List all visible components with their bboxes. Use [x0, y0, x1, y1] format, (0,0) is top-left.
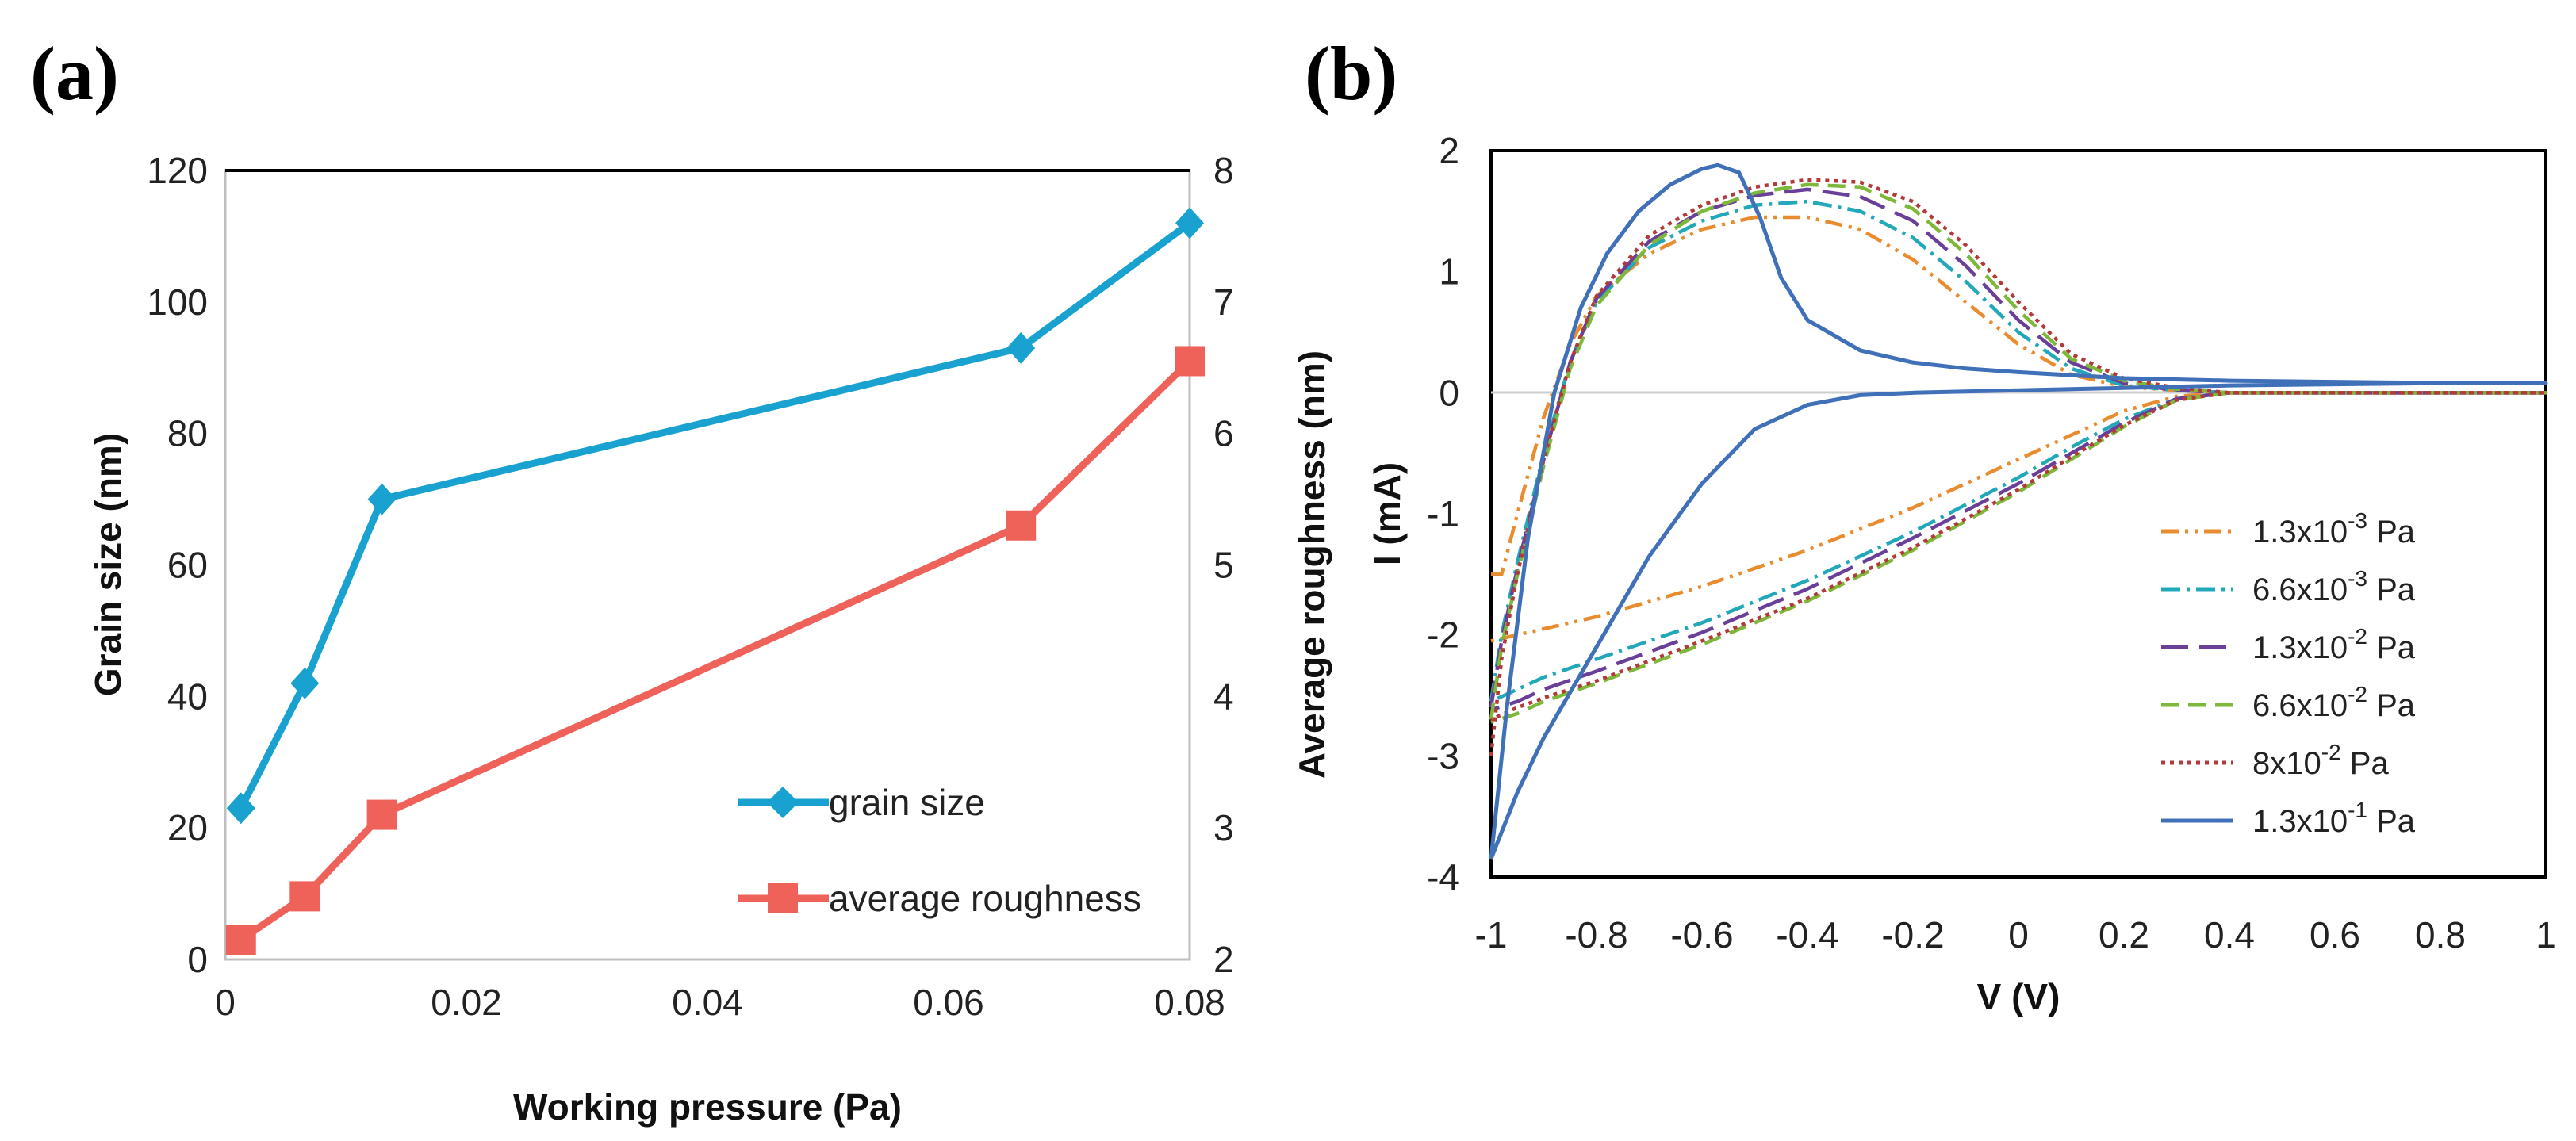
legend-label: 1.3x10-2 Pa — [2252, 624, 2416, 665]
panel-b-y-tick-label: 2 — [1439, 130, 1459, 171]
panel-a-x-axis-title: Working pressure (Pa) — [513, 1086, 902, 1128]
legend-label: 1.3x10-3 Pa — [2252, 508, 2416, 549]
panel-a-y-right-tick-label: 6 — [1213, 413, 1234, 454]
series-grain-size-line — [237, 220, 1192, 810]
panel-a-x-tick-label: 0.06 — [913, 982, 984, 1023]
panel-a-y-tick-label: 20 — [167, 807, 208, 848]
panel-b-x-tick-label: -0.8 — [1565, 914, 1627, 955]
legend-label: 6.6x10-2 Pa — [2252, 682, 2416, 723]
panel-b-y-axis-title: I (mA) — [1367, 462, 1408, 565]
point-average-roughness — [366, 799, 397, 830]
point-grain-size — [226, 792, 255, 825]
panel-b-y-tick-label: 1 — [1439, 251, 1459, 293]
panel-b: (b) -1 -0.8 -0.6 -0.4 -0.2 0 0.2 0.4 0.6 0.8 1 -4-… — [1305, 31, 2556, 1017]
panel-b-label: (b) — [1305, 31, 1397, 116]
panel-a-y-right-tick-label: 3 — [1213, 807, 1234, 848]
panel-b-x-tick-label: 0 — [2008, 914, 2029, 955]
panel-b-series — [1489, 163, 2548, 860]
legend-average-roughness-marker-icon — [768, 883, 798, 913]
panel-a-y-axis-title: Grain size (nm) — [87, 433, 128, 696]
panel-b-x-tick-label: 0.4 — [2204, 914, 2255, 955]
panel-a-y-ticks: 0 20 40 60 80 100 120 — [147, 150, 208, 980]
point-grain-size — [1175, 207, 1204, 239]
legend-average-roughness-label: average roughness — [829, 878, 1141, 919]
point-grain-size — [1006, 331, 1036, 364]
panel-a-y-right-axis-title: Average roughness (nm) — [1291, 350, 1332, 779]
panel-b-y-tick-label: -3 — [1427, 735, 1459, 776]
series-average-roughness-line — [239, 358, 1193, 943]
panel-b-x-axis-title: V (V) — [1977, 976, 2060, 1017]
panel-a-y-right-tick-label: 5 — [1213, 545, 1234, 586]
panel-b-y-tick-label: 0 — [1439, 372, 1459, 413]
panel-b-y-tick-label: -1 — [1427, 493, 1459, 534]
point-average-roughness — [1006, 510, 1037, 541]
panel-a: (a) 0 0.02 0.04 0.06 0.08 0 20 40 60 80 100 120 2 3… — [30, 31, 1332, 1128]
panel-b-plot-frame — [1489, 149, 2547, 879]
panel-b-y-tick-label: -4 — [1427, 856, 1459, 898]
panel-b-x-tick-label: -0.2 — [1881, 914, 1944, 955]
panel-a-y-right-tick-label: 7 — [1213, 281, 1234, 323]
panel-a-series — [225, 207, 1205, 955]
panel-a-y-tick-label: 120 — [147, 150, 208, 191]
panel-a-y-tick-label: 40 — [167, 676, 208, 717]
series-8x10-2-curve — [1489, 178, 2548, 756]
point-average-roughness — [225, 925, 256, 955]
panel-b-legend: 1.3x10-3 Pa 6.6x10-3 Pa 1.3x10-2 Pa 6.6x10-… — [2161, 508, 2416, 839]
panel-b-x-tick-label: 0.8 — [2415, 914, 2466, 955]
panel-a-y-right-tick-label: 2 — [1213, 939, 1234, 980]
panel-b-y-tick-label: -2 — [1427, 615, 1459, 656]
panel-a-y-tick-label: 100 — [147, 281, 208, 323]
panel-a-x-ticks: 0 0.02 0.04 0.06 0.08 — [215, 982, 1225, 1023]
panel-a-x-tick-label: 0.02 — [431, 982, 502, 1023]
legend-grain-size-label: grain size — [829, 782, 985, 823]
point-grain-size — [367, 483, 397, 515]
panel-a-y-right-tick-label: 8 — [1213, 150, 1234, 191]
panel-a-x-tick-label: 0.08 — [1154, 982, 1225, 1023]
panel-b-x-tick-label: -0.6 — [1670, 914, 1733, 955]
legend-grain-size-marker-icon — [767, 787, 799, 818]
panel-a-y-right-ticks: 2 3 4 5 6 7 8 — [1213, 150, 1234, 980]
legend-label: 1.3x10-1 Pa — [2252, 798, 2416, 839]
panel-b-y-ticks: -4 -3 -2 -1 0 1 2 — [1427, 130, 1459, 898]
point-grain-size — [290, 667, 320, 699]
panel-a-y-tick-label: 80 — [167, 413, 208, 454]
panel-a-x-tick-label: 0 — [215, 982, 236, 1023]
panel-b-x-tick-label: -0.4 — [1776, 914, 1838, 955]
point-average-roughness — [1175, 346, 1205, 377]
panel-b-x-ticks: -1 -0.8 -0.6 -0.4 -0.2 0 0.2 0.4 0.6 0.8 1 — [1475, 914, 2556, 955]
panel-b-x-tick-label: 0.2 — [2099, 914, 2149, 955]
panel-b-x-tick-label: 1 — [2536, 914, 2556, 955]
panel-a-x-tick-label: 0.04 — [672, 982, 743, 1023]
panel-b-x-tick-label: 0.6 — [2310, 914, 2360, 955]
panel-a-label: (a) — [30, 31, 119, 116]
series-1.3x10-1-curve — [1489, 163, 2548, 860]
panel-a-y-right-tick-label: 4 — [1213, 676, 1234, 717]
panel-a-y-tick-label: 60 — [167, 545, 208, 586]
panel-b-x-tick-label: -1 — [1475, 914, 1508, 955]
series-6.6x10-3-curve — [1489, 199, 2548, 703]
panel-a-y-tick-label: 0 — [187, 939, 208, 980]
legend-label: 6.6x10-3 Pa — [2252, 566, 2416, 607]
point-average-roughness — [289, 881, 320, 912]
legend-label: 8x10-2 Pa — [2252, 740, 2389, 781]
panel-a-legend: grain size average roughness — [738, 782, 1141, 919]
panel-a-plot-frame — [224, 169, 1191, 961]
